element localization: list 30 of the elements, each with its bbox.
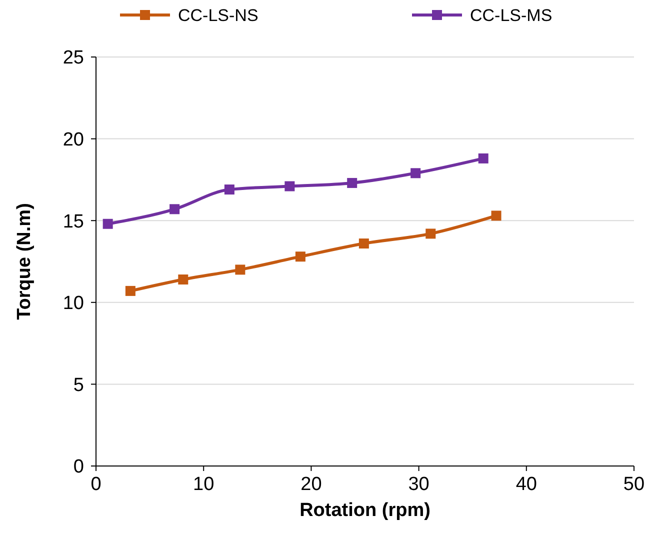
y-tick-label: 5 <box>73 374 84 396</box>
x-tick-label: 20 <box>300 474 322 495</box>
point <box>235 264 246 275</box>
y-axis-title: Torque (N.m) <box>14 203 35 320</box>
y-tick-label: 25 <box>62 48 84 69</box>
point <box>170 204 180 214</box>
point <box>426 228 436 239</box>
legend-label: CC-LS-MS <box>470 6 552 25</box>
x-tick-label: 50 <box>623 474 645 495</box>
point <box>478 153 488 164</box>
point <box>358 238 369 249</box>
point <box>347 178 358 188</box>
y-tick-label: 20 <box>62 129 84 150</box>
x-tick-label: 40 <box>516 474 537 495</box>
x-axis-title: Rotation (rpm) <box>300 500 430 521</box>
x-tick-label: 0 <box>90 474 102 495</box>
y-tick-label: 15 <box>62 211 84 232</box>
y-tick-label: 0 <box>73 456 84 478</box>
legend-label: CC-LS-NS <box>178 6 258 25</box>
point <box>224 184 234 195</box>
y-tick-label: 10 <box>62 293 84 314</box>
point <box>284 181 295 192</box>
point <box>410 168 421 178</box>
point <box>102 218 113 229</box>
point <box>125 286 136 296</box>
x-tick-label: 10 <box>193 474 214 495</box>
point <box>178 274 188 284</box>
point <box>491 210 502 221</box>
x-tick-label: 30 <box>408 474 430 495</box>
point <box>295 252 306 262</box>
